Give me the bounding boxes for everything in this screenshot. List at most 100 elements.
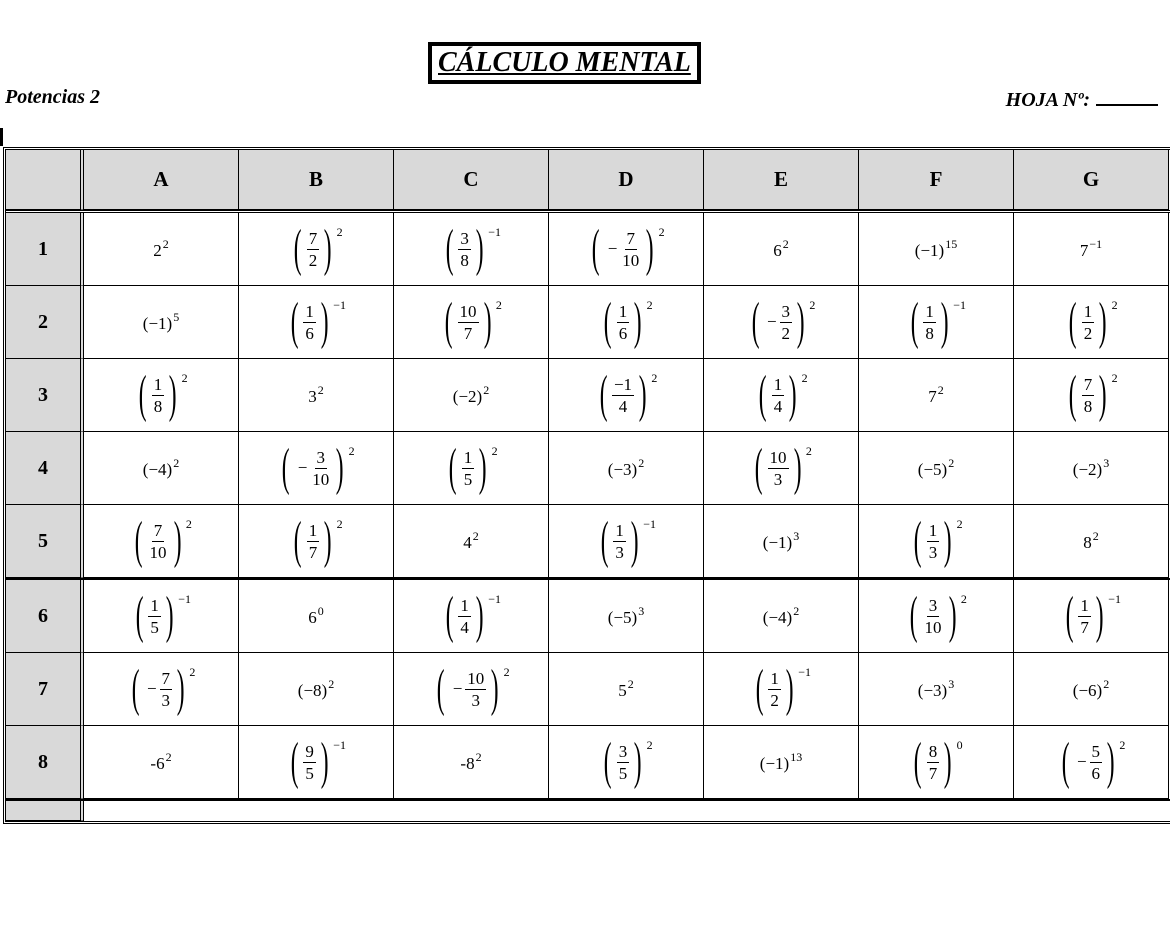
right-parenthesis: ) <box>785 660 794 717</box>
left-parenthesis: ( <box>751 293 760 350</box>
denominator: 8 <box>1083 396 1093 416</box>
power-exponent: 2 <box>658 225 665 239</box>
denominator: 5 <box>305 763 314 783</box>
exercise-cell: 82 <box>1014 505 1169 578</box>
fraction-power-expression: (1 8) −1 <box>906 294 966 350</box>
exercise-cell: (1 7) 2 <box>239 505 394 578</box>
power-exponent: −1 <box>333 738 346 752</box>
exercise-cell: (−7 10) 2 <box>549 213 704 286</box>
power-base: 3 <box>308 387 317 406</box>
power-exponent: 2 <box>189 665 196 679</box>
row-label: 2 <box>6 286 84 359</box>
power-base: (−4) <box>142 460 173 479</box>
row-label <box>6 801 84 821</box>
numerator: 3 <box>779 301 793 323</box>
table-row: 4 (−4)2(−3 10) 2(1 5) 2 (−3)2(10 3) 2 (−5)2 (−2)3 <box>6 432 1170 505</box>
exercise-cell: 72 <box>859 359 1014 432</box>
exercise-cell: (−8)2 <box>239 653 394 726</box>
exercise-cell: (3 8) −1 <box>394 213 549 286</box>
power-expression: 42 <box>463 529 479 553</box>
left-parenthesis: ( <box>290 293 299 350</box>
power-base: 5 <box>618 681 627 700</box>
power-exponent: 2 <box>627 677 634 691</box>
right-parenthesis: ) <box>173 512 182 569</box>
exercise-cell: (7 2) 2 <box>239 213 394 286</box>
denominator: 10 <box>924 617 942 637</box>
exercise-cell: 62 <box>704 213 859 286</box>
numerator: 10 <box>465 668 487 690</box>
power-expression: (−2)2 <box>453 383 489 407</box>
right-parenthesis: ) <box>475 220 484 277</box>
exercise-cell: 7−1 <box>1014 213 1169 286</box>
power-exponent: −1 <box>798 665 811 679</box>
exercise-cell: (−10 3) 2 <box>394 653 549 726</box>
left-parenthesis: ( <box>294 220 302 277</box>
denominator: 7 <box>308 542 318 562</box>
numerator: −1 <box>611 374 635 396</box>
power-expression: 7−1 <box>1080 237 1102 261</box>
fraction-power-expression: (1 5) 2 <box>444 440 497 496</box>
fraction: −1 4 <box>611 374 635 417</box>
power-exponent: 2 <box>495 298 502 312</box>
exercise-cell: (−2)3 <box>1014 432 1169 505</box>
exercise-cell: (−4)2 <box>704 580 859 653</box>
exercise-cell: (−3 10) 2 <box>239 432 394 505</box>
power-expression: (−1)5 <box>143 310 179 334</box>
numerator: 1 <box>613 520 626 542</box>
numerator: 1 <box>148 595 161 617</box>
left-parenthesis: ( <box>604 733 612 790</box>
power-expression: 52 <box>618 677 634 701</box>
fraction-power-expression: (−7 3) 2 <box>127 661 196 717</box>
denominator: 2 <box>781 323 791 343</box>
fraction: 7 10 <box>148 520 169 563</box>
power-exponent: 2 <box>491 444 498 458</box>
right-parenthesis: ) <box>483 293 492 350</box>
power-base: (−1) <box>914 241 945 260</box>
left-parenthesis: ( <box>449 439 457 496</box>
power-exponent: 2 <box>475 750 482 764</box>
exercise-cell: -62 <box>84 726 239 799</box>
exercise-cell: 22 <box>84 213 239 286</box>
sheet-number-blank[interactable] <box>1096 86 1158 106</box>
denominator: 3 <box>161 690 171 710</box>
exercise-cell: (1 4) −1 <box>394 580 549 653</box>
right-parenthesis: ) <box>1099 366 1107 423</box>
denominator: 8 <box>925 323 934 343</box>
power-exponent: −1 <box>488 225 501 239</box>
exercise-cell: (8 7) 0 <box>859 726 1014 799</box>
left-parenthesis: ( <box>914 512 922 569</box>
denominator: 5 <box>463 469 473 489</box>
right-parenthesis: ) <box>336 439 344 496</box>
numerator: 7 <box>306 228 320 250</box>
power-expression: 82 <box>1083 529 1099 553</box>
denominator: 2 <box>308 250 318 270</box>
right-parenthesis: ) <box>793 439 802 496</box>
row-label: 1 <box>6 213 84 286</box>
denominator: 4 <box>460 617 469 637</box>
denominator: 6 <box>305 323 314 343</box>
minus-sign: − <box>1076 752 1087 771</box>
exercise-cell: -82 <box>394 726 549 799</box>
power-exponent: 2 <box>782 237 789 251</box>
power-exponent: 2 <box>1111 371 1118 385</box>
row-label: 8 <box>6 726 84 799</box>
left-parenthesis: ( <box>592 220 600 277</box>
power-expression: (−1)3 <box>763 529 799 553</box>
left-parenthesis: ( <box>294 512 302 569</box>
fraction-power-expression: (1 3) 2 <box>909 513 962 569</box>
denominator: 10 <box>622 250 640 270</box>
denominator: 3 <box>773 469 783 489</box>
denominator: 10 <box>149 542 167 562</box>
exercise-cell: (1 6) −1 <box>239 286 394 359</box>
power-expression: (−1)15 <box>915 237 957 261</box>
exercise-cell: (−6)2 <box>1014 653 1169 726</box>
power-exponent: 2 <box>328 677 335 691</box>
row-label: 4 <box>6 432 84 505</box>
fraction-power-expression: (−10 3) 2 <box>432 661 509 717</box>
column-header-A: A <box>84 150 239 210</box>
exercise-cell: (−1)13 <box>704 726 859 799</box>
